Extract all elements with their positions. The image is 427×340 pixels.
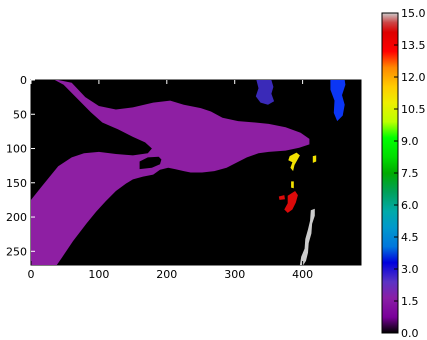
y-axis: 0 50 100 150 200 250	[6, 74, 35, 258]
colorbar-tick-label: 6.0	[401, 199, 419, 212]
heatmap-region-0	[31, 80, 310, 265]
colorbar-tick-label: 9.0	[401, 135, 419, 148]
heatmap-region-10	[299, 208, 315, 265]
x-tick-label: 100	[88, 268, 109, 281]
y-tick-label: 50	[13, 108, 27, 121]
x-tick-label: 400	[292, 268, 313, 281]
heatmap-region-1	[139, 156, 162, 170]
y-tick-label: 200	[6, 211, 27, 224]
colorbar-axis: 0.0 1.5 3.0 4.5 6.0 7.5 9.0 10.5 12.0 13.5 15.0	[394, 7, 426, 340]
colorbar-tick-label: 7.5	[401, 167, 419, 180]
x-tick-label: 0	[28, 268, 35, 281]
x-tick-label: 300	[224, 268, 245, 281]
x-axis: 0 100 200 300 400	[28, 80, 313, 281]
y-tick-label: 250	[6, 245, 27, 258]
heatmap-region-6	[312, 155, 317, 163]
heatmap-region-2	[208, 173, 243, 180]
colorbar-tick-label: 4.5	[401, 231, 419, 244]
colorbar-tick-label: 12.0	[401, 71, 426, 84]
y-tick-label: 0	[20, 74, 27, 87]
x-tick-label: 200	[156, 268, 177, 281]
colorbar-tick-label: 0.0	[401, 327, 419, 340]
heatmap-region-5	[288, 152, 300, 172]
y-tick-label: 100	[6, 143, 27, 156]
heatmap-region-4	[330, 80, 346, 122]
colorbar-tick-label: 3.0	[401, 263, 419, 276]
heatmap-region-7	[291, 181, 294, 189]
heatmap-region-9	[284, 191, 298, 213]
y-tick-label: 150	[6, 177, 27, 190]
heatmap-region-3	[255, 80, 275, 105]
heatmap-regions	[31, 80, 346, 265]
colorbar-tick-label: 15.0	[401, 7, 426, 20]
colorbar-tick-label: 10.5	[401, 103, 426, 116]
heatmap-region-8	[278, 195, 285, 200]
colorbar-tick-label: 13.5	[401, 39, 426, 52]
colorbar-tick-label: 1.5	[401, 295, 419, 308]
